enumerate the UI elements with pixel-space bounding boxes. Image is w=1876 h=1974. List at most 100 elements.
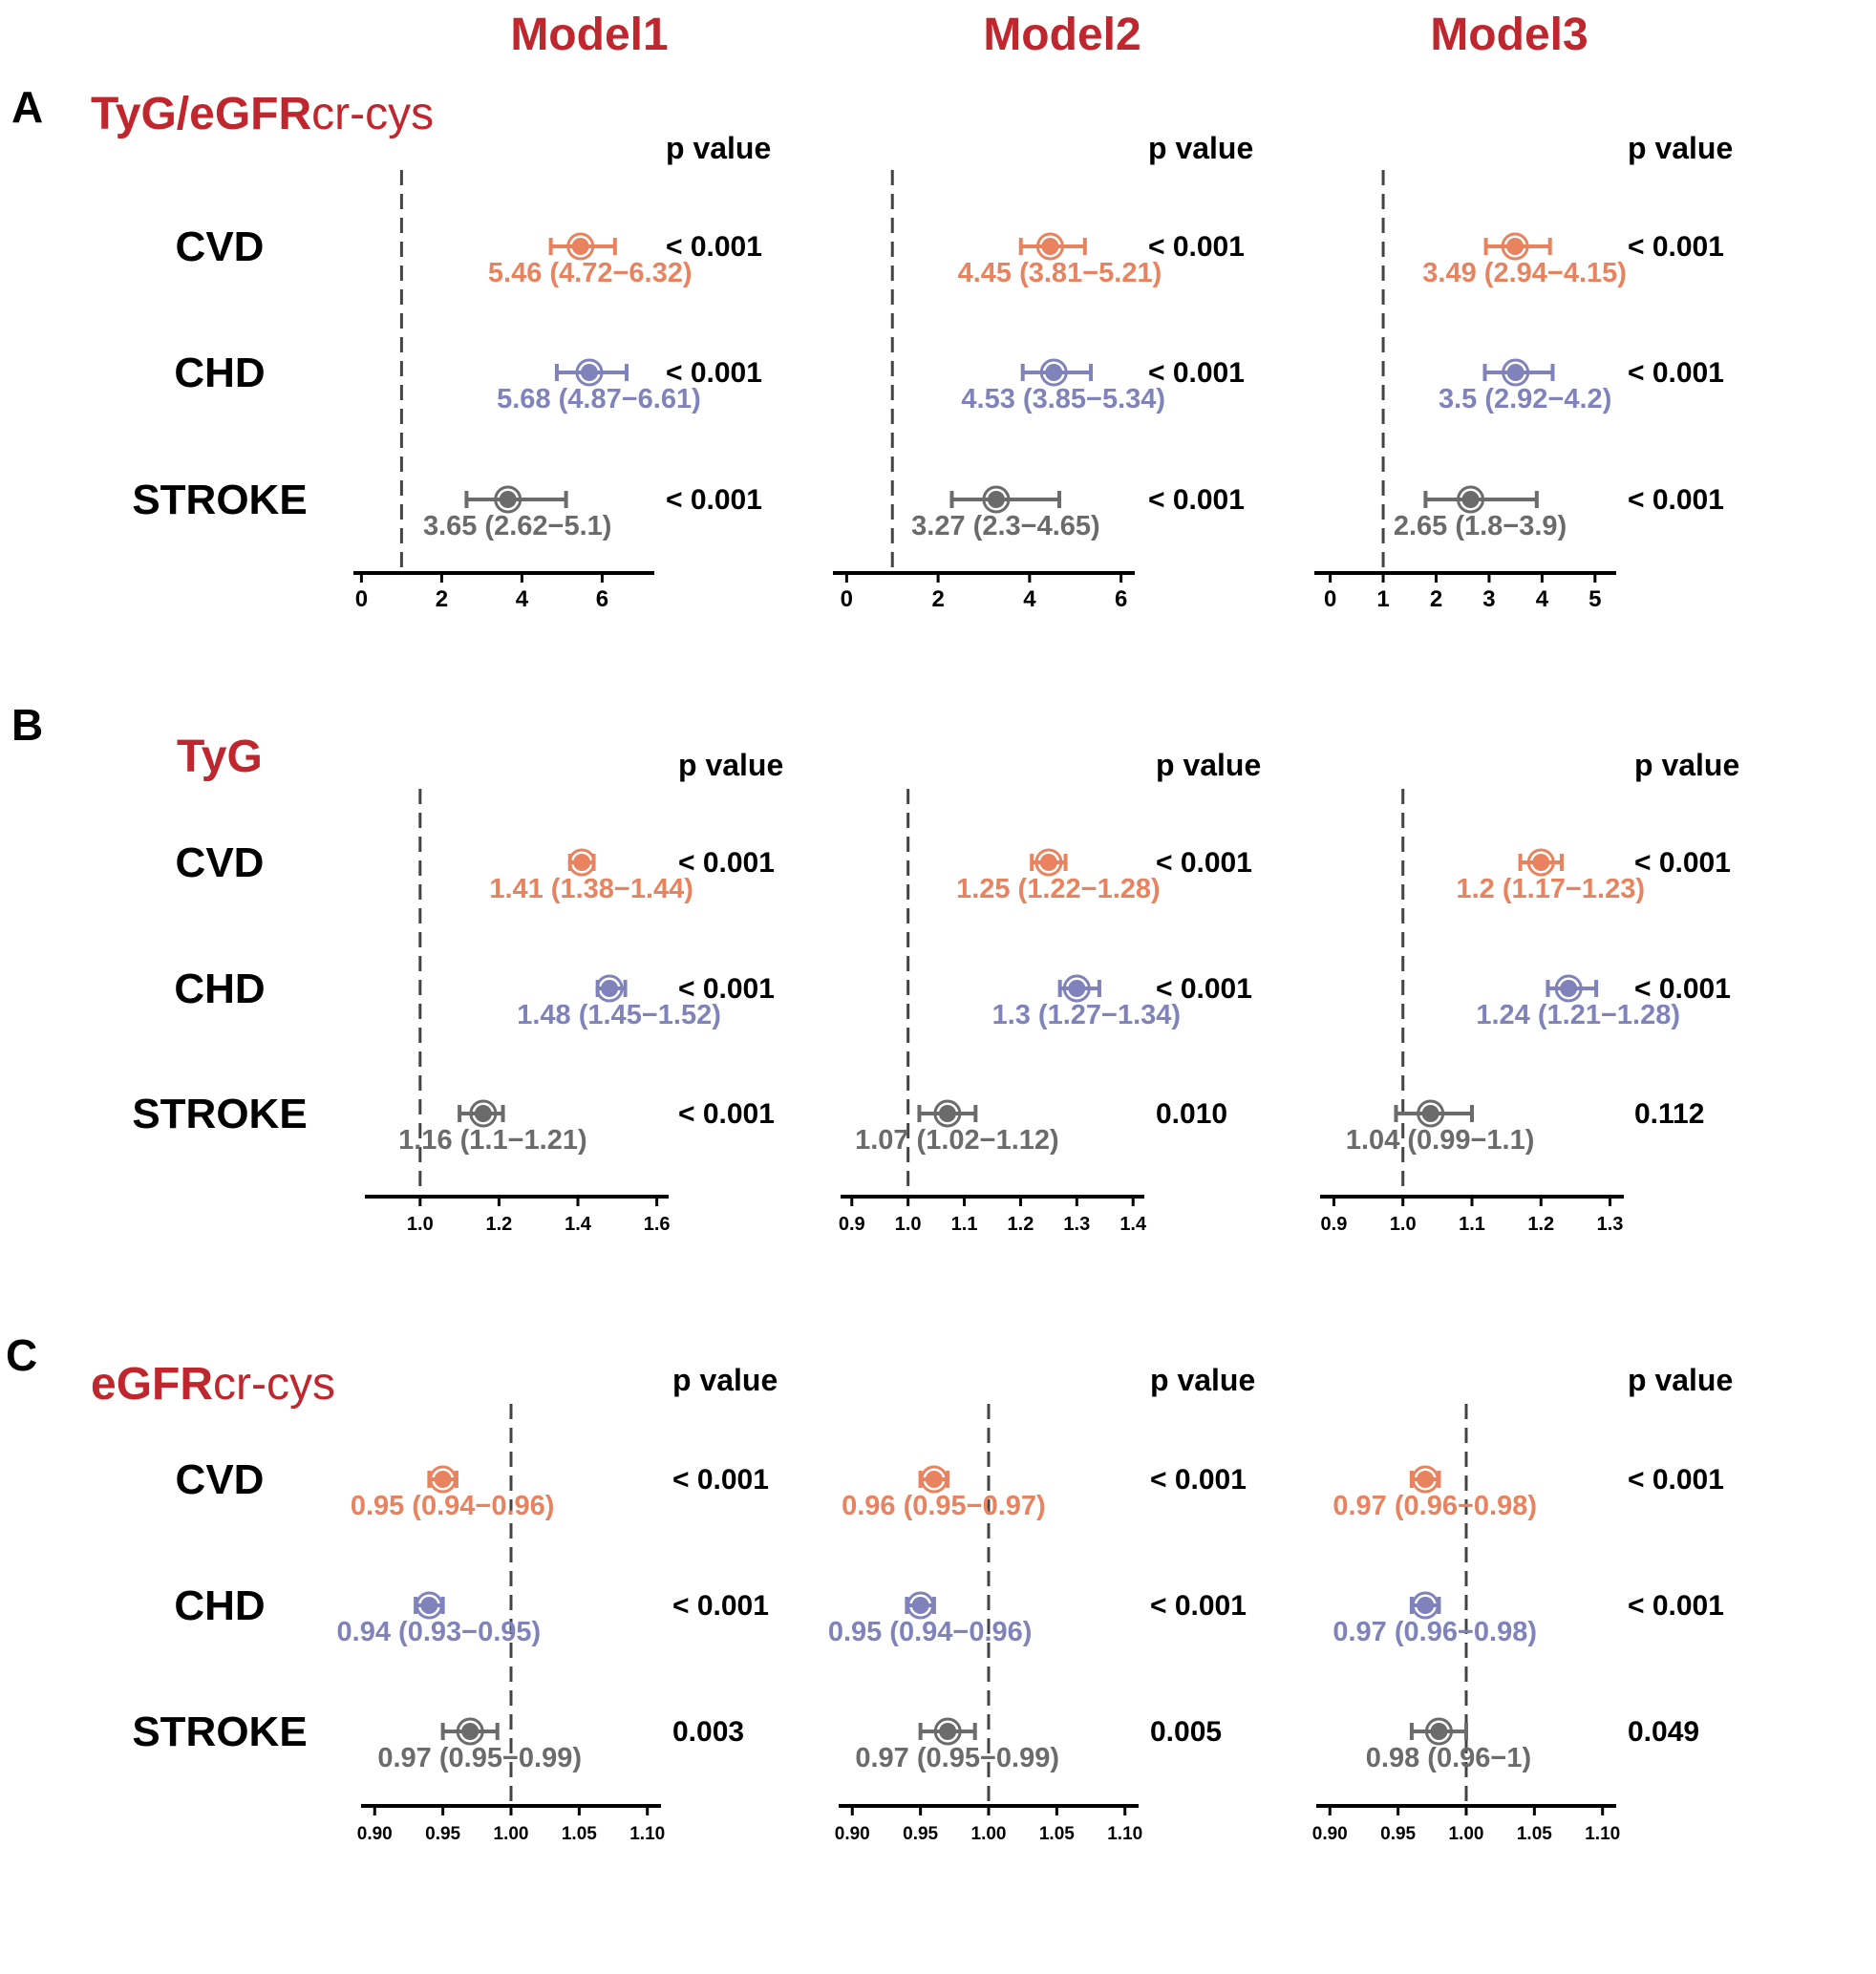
ci-label: 1.16 (1.1−1.21)	[398, 1125, 587, 1156]
estimate-cvd: 4.45 (3.81−5.21)< 0.001	[958, 231, 1245, 288]
p-value: < 0.001	[1150, 1590, 1247, 1622]
x-tick-label: 0.9	[1321, 1214, 1348, 1235]
estimate-point	[1039, 854, 1057, 871]
estimate-cvd: 1.25 (1.22−1.28)< 0.001	[956, 847, 1252, 904]
estimate-chd: 3.5 (2.92−4.2) < 0.001	[1439, 357, 1724, 414]
p-value-header: p value	[1156, 748, 1261, 782]
estimate-point-ring	[933, 1717, 962, 1746]
x-tick-label: 1.0	[895, 1214, 922, 1235]
estimate-chd: 0.94 (0.93−0.95) < 0.001	[337, 1590, 769, 1647]
ci-label: 0.94 (0.93−0.95)	[337, 1617, 542, 1647]
x-tick-label: 4	[1536, 586, 1549, 612]
p-value: 0.005	[1150, 1716, 1222, 1748]
x-tick-label: 1.2	[486, 1214, 513, 1235]
ci-label: 0.98 (0.96−1)	[1366, 1743, 1531, 1773]
row-label-chd: CHD	[174, 966, 265, 1012]
x-tick-label: 2	[436, 586, 448, 612]
estimate-stroke: 2.65 (1.8−3.9) < 0.001	[1394, 484, 1724, 541]
section-title: TyG/eGFRcr-cys	[91, 89, 434, 139]
x-tick-label: 2	[1430, 586, 1442, 612]
p-value: 0.049	[1628, 1716, 1699, 1748]
row-label-stroke: STROKE	[132, 477, 307, 523]
x-tick-label: 1	[1376, 586, 1389, 612]
x-tick-label: 1.4	[565, 1214, 592, 1235]
p-value: < 0.001	[1148, 357, 1245, 389]
estimate-point	[1506, 238, 1524, 255]
estimate-point-ring	[469, 1099, 498, 1128]
x-tick-label: 2	[931, 586, 944, 612]
p-value: < 0.001	[1634, 973, 1731, 1005]
ci-label: 0.96 (0.95−0.97)	[842, 1491, 1046, 1521]
estimate-cvd: 1.2 (1.17−1.23)< 0.001	[1457, 847, 1731, 904]
p-value: < 0.001	[1628, 1590, 1724, 1622]
estimate-chd: 5.68 (4.87−6.61)< 0.001	[497, 357, 762, 414]
estimate-point	[1461, 491, 1480, 508]
estimate-point-ring	[920, 1465, 949, 1494]
ci-label: 1.07 (1.02−1.12)	[855, 1125, 1059, 1156]
ci-label: 0.97 (0.95−0.99)	[855, 1743, 1059, 1773]
p-value: < 0.001	[1628, 484, 1724, 516]
row-label-chd: CHD	[174, 350, 265, 396]
estimate-point-ring	[1501, 232, 1529, 261]
p-value-header: p value	[678, 748, 783, 782]
x-tick-label: 1.00	[1449, 1824, 1484, 1844]
estimate-point-ring	[415, 1591, 443, 1620]
x-tick-label: 0	[841, 586, 853, 612]
ci-label: 0.97 (0.96−0.98)	[1332, 1617, 1537, 1647]
p-value: < 0.001	[1634, 847, 1731, 879]
row-label-stroke: STROKE	[132, 1709, 307, 1755]
x-tick-label: 0.90	[835, 1824, 870, 1844]
p-value: < 0.001	[1628, 357, 1724, 389]
x-tick-label: 1.0	[407, 1214, 434, 1235]
estimate-point-ring	[1411, 1591, 1439, 1620]
estimate-point-ring	[595, 974, 624, 1003]
ci-label: 1.41 (1.38−1.44)	[489, 874, 693, 904]
p-value-header: p value	[1150, 1363, 1255, 1397]
ci-label: 0.97 (0.95−0.99)	[377, 1743, 582, 1773]
estimate-stroke: 0.97 (0.95−0.99) 0.005	[855, 1716, 1222, 1773]
x-tick-label: 1.3	[1063, 1214, 1090, 1235]
estimate-point	[461, 1723, 480, 1740]
p-value: < 0.001	[1150, 1464, 1247, 1496]
estimate-point	[925, 1471, 943, 1488]
section-title: eGFRcr-cys	[91, 1359, 335, 1410]
x-tick-label: 0.95	[1380, 1824, 1416, 1844]
estimate-stroke: 0.98 (0.96−1) 0.049	[1366, 1716, 1699, 1773]
row-label-cvd: CVD	[176, 223, 265, 270]
estimate-point-ring	[1034, 848, 1063, 877]
ci-label: 4.53 (3.85−5.34)	[961, 384, 1165, 414]
row-label-cvd: CVD	[176, 839, 265, 886]
x-tick-label: 1.3	[1597, 1214, 1624, 1235]
row-label-chd: CHD	[174, 1582, 265, 1629]
model-title-2: Model2	[983, 10, 1141, 60]
estimate-stroke: 1.04 (0.99−1.1) 0.112	[1346, 1098, 1705, 1156]
x-tick-label: 1.05	[1517, 1824, 1552, 1844]
estimate-cvd: 5.46 (4.72−6.32)< 0.001	[488, 231, 762, 288]
estimate-stroke: 1.07 (1.02−1.12) 0.010	[855, 1098, 1227, 1156]
estimate-point-ring	[1457, 485, 1485, 514]
section-title-bold: TyG/eGFR	[91, 89, 311, 139]
p-value: 0.010	[1156, 1098, 1227, 1130]
ci-label: 5.68 (4.87−6.61)	[497, 384, 701, 414]
estimate-point	[1417, 1597, 1435, 1614]
estimate-point	[1417, 1471, 1435, 1488]
row-label-stroke: STROKE	[132, 1091, 307, 1137]
estimate-point	[573, 854, 591, 871]
section-title-suffix: cr-cys	[311, 89, 434, 139]
estimate-point-ring	[982, 485, 1011, 514]
estimate-point	[434, 1471, 452, 1488]
x-tick-label: 3	[1482, 586, 1495, 612]
row-label-cvd: CVD	[176, 1456, 265, 1503]
estimate-chd: 1.3 (1.27−1.34)< 0.001	[992, 973, 1252, 1030]
estimate-chd: 4.53 (3.85−5.34)< 0.001	[961, 357, 1245, 414]
estimate-cvd: 0.95 (0.94−0.96) < 0.001	[351, 1464, 769, 1521]
section-title-bold: TyG	[177, 732, 263, 782]
x-tick-label: 0	[355, 586, 368, 612]
estimate-point	[571, 238, 589, 255]
p-value: < 0.001	[672, 1590, 769, 1622]
